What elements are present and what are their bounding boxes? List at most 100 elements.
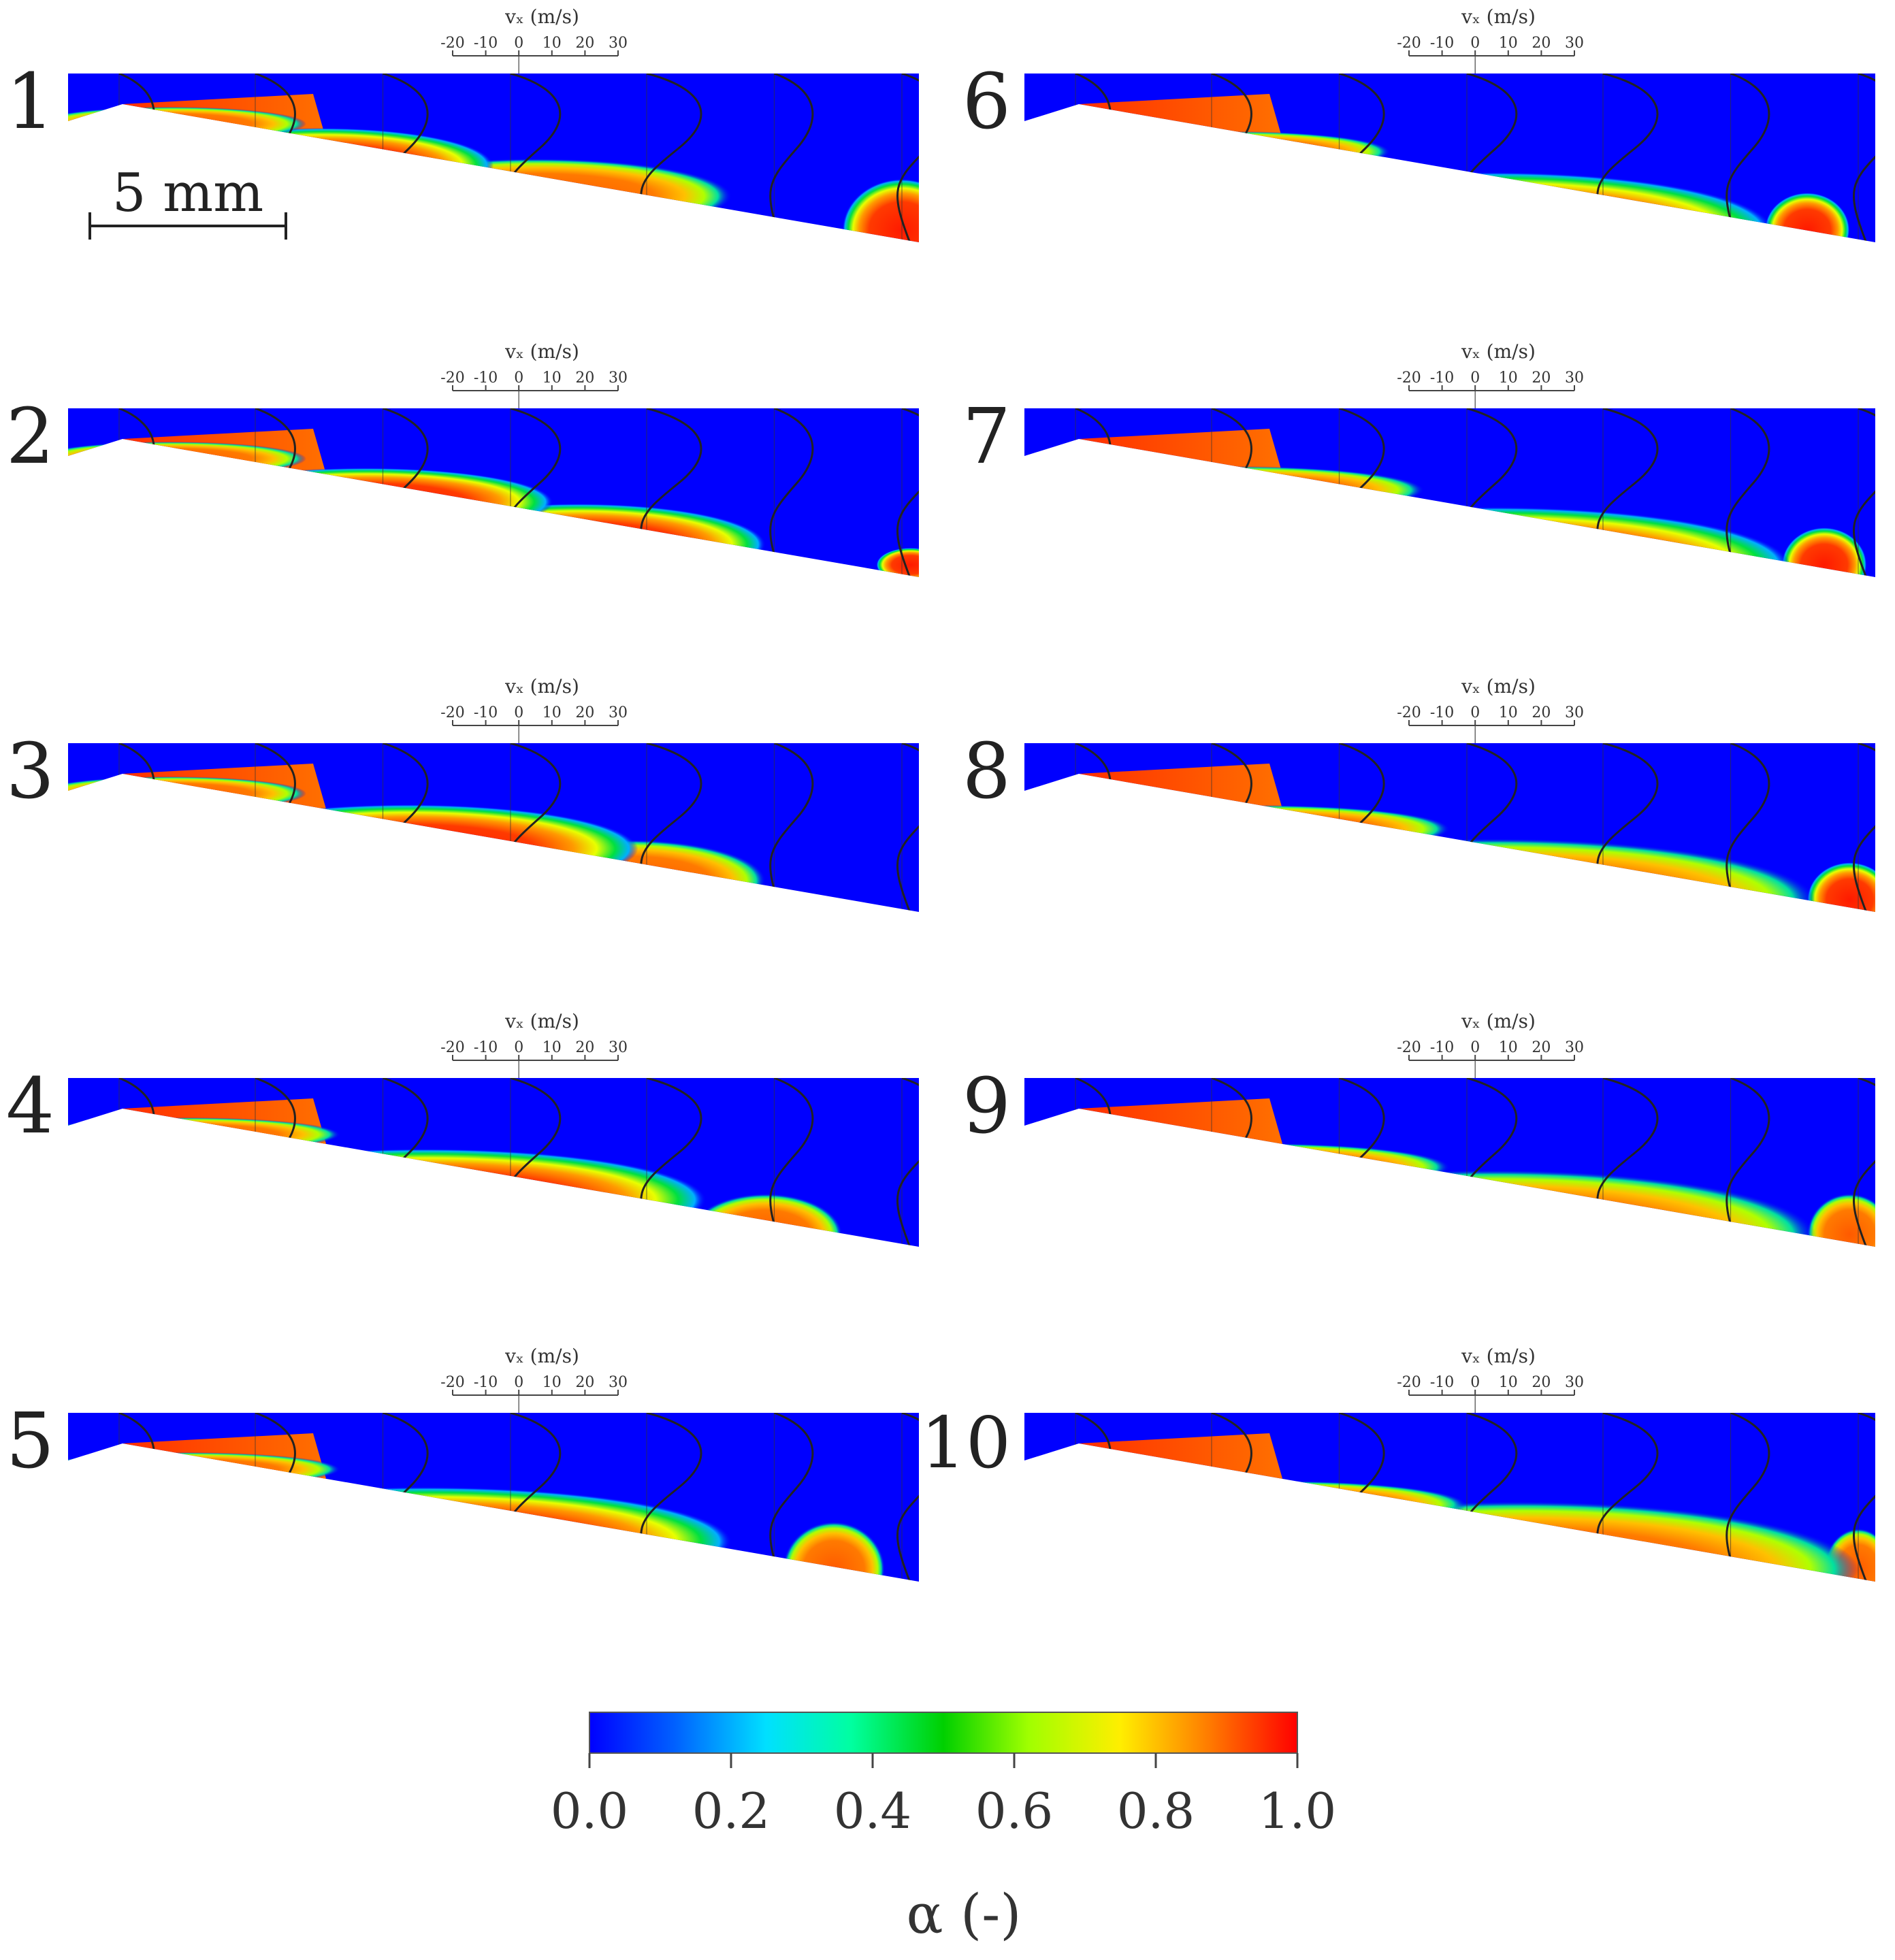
- vapor-cloud: [1807, 1194, 1875, 1247]
- velocity-tick-label: 10: [542, 35, 562, 52]
- velocity-tick-label: -10: [474, 1039, 498, 1056]
- vapor-cloud: [689, 1194, 843, 1247]
- velocity-axis-title: vₓ (m/s): [504, 340, 579, 363]
- panel-5: 5 vₓ (m/s) -20 -10 0 10 20 30: [6, 1345, 919, 1582]
- velocity-profile-curve: [1726, 408, 1770, 577]
- velocity-profile-curve: [1852, 1078, 1875, 1247]
- velocity-tick-label: 20: [575, 370, 594, 387]
- velocity-tick-label: 10: [1499, 370, 1518, 387]
- vapor-cloud: [391, 504, 766, 577]
- velocity-tick-label: -20: [440, 704, 464, 721]
- panel-1: 1 vₓ (m/s) -20 -10 0 10 20 30: [6, 5, 919, 242]
- colorbar-label: α (-): [907, 1882, 1022, 1946]
- panel-number: 3: [6, 728, 54, 816]
- panel-2: 2 vₓ (m/s) -20 -10 0 10 20 30: [6, 340, 919, 577]
- vapor-cloud: [1169, 838, 1816, 912]
- vapor-cloud: [119, 1487, 732, 1582]
- panel-9: 9 vₓ (m/s) -20 -10 0 10 20 30: [962, 1010, 1875, 1247]
- vapor-cloud: [68, 777, 306, 811]
- velocity-axis: vₓ (m/s) -20 -10 0 10 20 30: [1397, 1010, 1584, 1078]
- velocity-tick-label: 30: [1565, 1039, 1584, 1056]
- velocity-tick-label: 0: [1470, 370, 1480, 387]
- velocity-profile-curve: [896, 1078, 919, 1247]
- velocity-tick-label: -20: [1397, 370, 1421, 387]
- velocity-tick-label: 0: [514, 1374, 523, 1391]
- velocity-axis-title: vₓ (m/s): [504, 675, 579, 698]
- velocity-tick-label: 10: [542, 1039, 562, 1056]
- velocity-tick-label: 30: [1565, 370, 1584, 387]
- velocity-tick-label: 30: [609, 35, 628, 52]
- panel-number: 4: [6, 1062, 54, 1151]
- velocity-tick-label: 0: [514, 704, 523, 721]
- velocity-axis: vₓ (m/s) -20 -10 0 10 20 30: [440, 675, 628, 743]
- vapor-cloud: [1195, 507, 1790, 577]
- velocity-axis-title: vₓ (m/s): [1461, 1010, 1536, 1032]
- colorbar-tick-label: 1.0: [1259, 1782, 1337, 1840]
- velocity-profile-curve: [1726, 74, 1770, 242]
- velocity-tick-label: -10: [474, 370, 498, 387]
- panel-3: 3 vₓ (m/s) -20 -10 0 10 20 30: [6, 675, 919, 912]
- vapor-cloud: [1169, 1170, 1816, 1247]
- velocity-axis: vₓ (m/s) -20 -10 0 10 20 30: [1397, 5, 1584, 74]
- panel-8: 8 vₓ (m/s) -20 -10 0 10 20 30: [962, 675, 1875, 912]
- panel-number: 8: [962, 728, 1011, 816]
- velocity-tick-label: -10: [474, 1374, 498, 1391]
- vapor-cloud: [1178, 1501, 1858, 1582]
- vapor-cloud: [1807, 862, 1875, 912]
- velocity-profile-curve: [769, 1413, 814, 1582]
- velocity-profile-curve: [896, 408, 919, 577]
- sheet-cavity: [1079, 1098, 1283, 1146]
- velocity-tick-label: 20: [575, 704, 594, 721]
- colorbar-tick-label: 0.0: [551, 1782, 629, 1840]
- velocity-axis-title: vₓ (m/s): [1461, 1345, 1536, 1367]
- velocity-tick-label: -20: [440, 1039, 464, 1056]
- panel-10: 10 vₓ (m/s) -20 -10 0 10 20 30: [921, 1345, 1875, 1582]
- velocity-tick-label: -10: [474, 704, 498, 721]
- vapor-cloud: [1084, 131, 1391, 172]
- vapor-cloud: [783, 1522, 885, 1582]
- velocity-tick-label: 20: [1532, 35, 1551, 52]
- sheet-cavity: [1079, 1433, 1283, 1481]
- velocity-tick-label: -20: [1397, 704, 1421, 721]
- panel-number: 10: [921, 1401, 1011, 1484]
- velocity-tick-label: 0: [1470, 35, 1480, 52]
- velocity-tick-label: 10: [1499, 704, 1518, 721]
- velocity-tick-label: 10: [1499, 1374, 1518, 1391]
- velocity-tick-label: -10: [1430, 35, 1454, 52]
- velocity-profile-curve: [1852, 1413, 1875, 1582]
- velocity-profile-curve: [1726, 1078, 1770, 1247]
- velocity-profile-curve: [1852, 74, 1875, 242]
- panel-number: 7: [962, 393, 1011, 481]
- scale-bar: 5 mm: [88, 163, 287, 240]
- velocity-tick-label: 30: [609, 1374, 628, 1391]
- velocity-profile-curve: [1852, 408, 1875, 577]
- velocity-tick-label: 20: [575, 1374, 594, 1391]
- sheet-cavity: [1079, 94, 1283, 142]
- colorbar: 0.0 0.2 0.4 0.6 0.8 1.0 α (-): [551, 1712, 1337, 1946]
- colorbar-tick-label: 0.6: [975, 1782, 1054, 1840]
- vapor-cloud: [876, 548, 919, 577]
- vapor-cloud: [144, 1149, 707, 1247]
- velocity-tick-label: 0: [514, 35, 523, 52]
- velocity-profile-curve: [769, 1078, 814, 1247]
- colorbar-tick-label: 0.2: [692, 1782, 771, 1840]
- velocity-axis-title: vₓ (m/s): [504, 5, 579, 28]
- velocity-tick-label: -20: [1397, 1374, 1421, 1391]
- velocity-tick-label: 30: [609, 1039, 628, 1056]
- sheet-cavity: [1079, 764, 1283, 811]
- velocity-axis: vₓ (m/s) -20 -10 0 10 20 30: [440, 340, 628, 408]
- velocity-tick-label: 0: [1470, 1374, 1480, 1391]
- velocity-tick-label: 10: [542, 1374, 562, 1391]
- velocity-tick-label: 0: [514, 1039, 523, 1056]
- panel-number: 9: [962, 1062, 1011, 1151]
- velocity-tick-label: 20: [1532, 1039, 1551, 1056]
- velocity-axis-title: vₓ (m/s): [1461, 675, 1536, 698]
- panel-7: 7 vₓ (m/s) -20 -10 0 10 20 30: [962, 340, 1875, 577]
- velocity-tick-label: -10: [1430, 1374, 1454, 1391]
- panel-4: 4 vₓ (m/s) -20 -10 0 10 20 30: [6, 1010, 919, 1247]
- velocity-tick-label: 10: [1499, 1039, 1518, 1056]
- panel-number: 1: [6, 58, 54, 146]
- velocity-tick-label: 20: [1532, 1374, 1551, 1391]
